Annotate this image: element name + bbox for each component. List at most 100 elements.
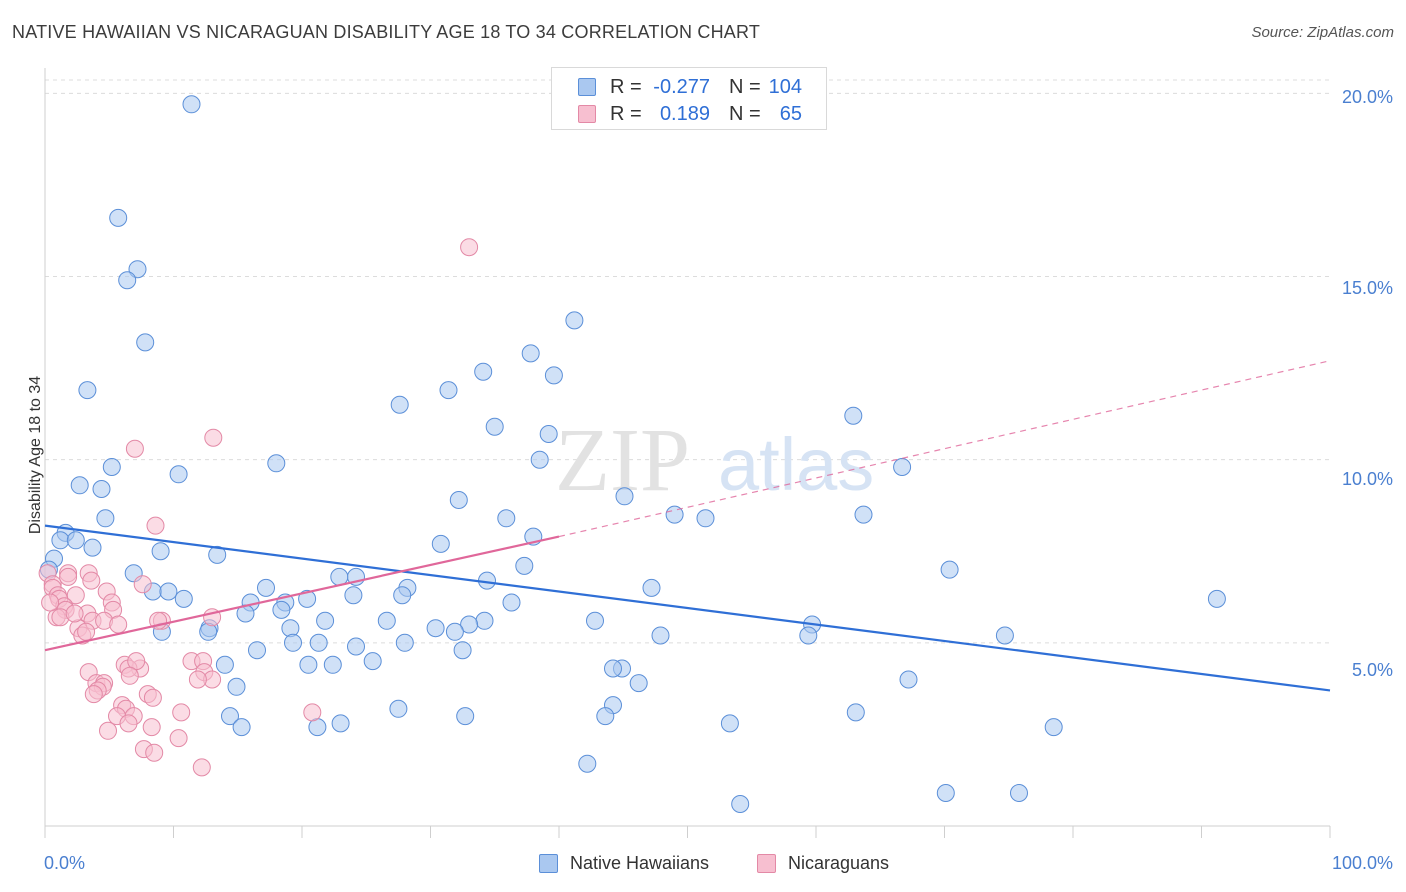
data-point: [799, 626, 818, 645]
data-point: [84, 685, 103, 704]
data-point: [1010, 784, 1028, 802]
data-point: [696, 509, 715, 528]
data-point: [128, 260, 147, 279]
data-point: [445, 622, 464, 641]
data-point: [1207, 589, 1226, 608]
r-value: -0.277: [653, 76, 710, 98]
data-point: [521, 344, 540, 363]
data-point: [182, 95, 201, 114]
data-point: [395, 633, 414, 652]
data-point: [59, 567, 78, 586]
data-point: [281, 619, 300, 638]
data-point: [629, 674, 648, 693]
data-point: [995, 626, 1014, 645]
data-point: [208, 545, 227, 564]
x-tick-label-100: 100.0%: [1331, 853, 1393, 873]
data-point: [77, 622, 96, 641]
data-point: [136, 333, 155, 352]
data-point: [854, 505, 873, 524]
data-point: [188, 670, 207, 689]
data-point: [344, 586, 363, 605]
y-tick-label-20: 20.0%: [1341, 87, 1393, 107]
data-point: [299, 655, 318, 674]
data-point: [298, 589, 317, 608]
data-point: [456, 707, 475, 726]
data-point: [303, 703, 322, 722]
data-point: [604, 659, 622, 678]
data-point: [159, 582, 178, 601]
data-point: [731, 795, 750, 813]
data-point: [120, 666, 139, 685]
data-point: [586, 611, 604, 630]
data-point: [221, 707, 239, 726]
data-point: [284, 633, 302, 652]
y-axis-label: Disability Age 18 to 34: [27, 375, 44, 535]
data-point: [169, 465, 188, 484]
data-point: [248, 641, 266, 660]
data-point: [125, 439, 144, 458]
data-point: [192, 758, 211, 777]
n-label: N =: [729, 103, 761, 125]
data-point: [145, 743, 164, 762]
data-point: [146, 516, 165, 535]
data-point: [460, 615, 479, 634]
data-point: [393, 586, 412, 605]
y-tick-label-10: 10.0%: [1341, 469, 1393, 489]
data-point: [893, 458, 912, 476]
n-label: N =: [729, 76, 761, 98]
chart-title: NATIVE HAWAIIAN VS NICARAGUAN DISABILITY…: [12, 22, 761, 42]
data-point: [109, 615, 128, 634]
trend-lines: [44, 360, 1331, 692]
data-point: [331, 714, 350, 733]
data-point: [426, 619, 445, 638]
data-point: [502, 593, 521, 612]
data-point: [615, 487, 634, 506]
data-point: [475, 611, 494, 630]
legend-label: Nicaraguans: [788, 853, 890, 873]
nicaraguans-legend-swatch: [757, 854, 776, 873]
data-point: [109, 208, 128, 227]
data-point: [377, 611, 396, 630]
y-tick-label-5: 5.0%: [1351, 660, 1393, 680]
data-point: [316, 611, 335, 630]
data-point: [347, 637, 365, 656]
data-point: [578, 754, 597, 773]
data-point: [119, 714, 138, 733]
data-point: [449, 491, 468, 509]
data-point: [439, 381, 458, 400]
data-point: [174, 589, 193, 608]
data-point: [530, 450, 549, 469]
nicaraguans-points: [38, 238, 479, 777]
r-value: 0.189: [659, 103, 710, 125]
data-point: [642, 578, 661, 597]
trend-line-0: [44, 524, 1331, 692]
data-point: [844, 406, 863, 425]
data-point: [99, 721, 117, 740]
data-point: [390, 395, 409, 414]
data-point: [65, 604, 84, 623]
data-point: [720, 714, 739, 733]
data-point: [70, 476, 89, 495]
data-point: [118, 271, 137, 290]
stats-row-nicaraguans: R = 0.189 N = 65: [552, 101, 826, 127]
data-point: [1044, 718, 1063, 737]
data-point: [215, 655, 234, 674]
y-tick-label-15: 15.0%: [1341, 278, 1393, 298]
data-point: [78, 381, 97, 400]
data-point: [257, 578, 275, 597]
data-point: [515, 556, 534, 575]
data-point: [83, 538, 102, 557]
data-point: [133, 575, 152, 594]
data-point: [309, 633, 328, 652]
axes: [44, 68, 1331, 838]
data-point: [92, 480, 111, 498]
data-point: [169, 729, 188, 748]
x-tick-label-0: 0.0%: [44, 853, 86, 873]
data-point: [846, 703, 865, 722]
data-point: [539, 425, 558, 443]
data-point: [596, 707, 615, 726]
data-point: [497, 509, 516, 528]
data-point: [142, 718, 161, 737]
r-label: R =: [610, 103, 642, 125]
data-point: [232, 718, 251, 737]
